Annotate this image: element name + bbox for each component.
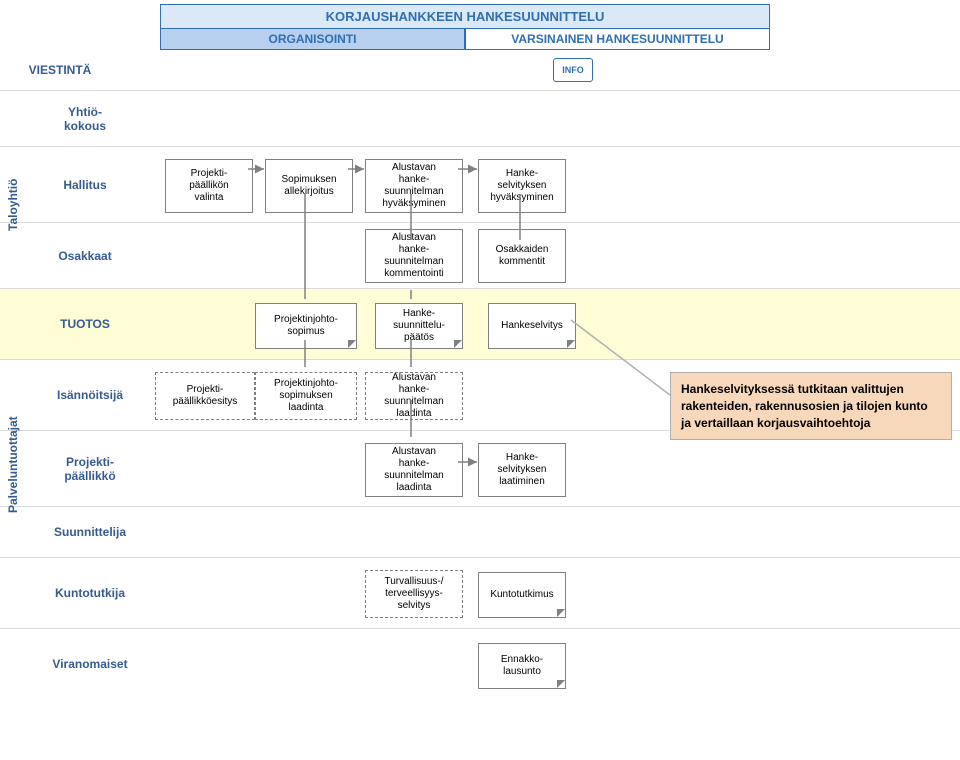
box-alustavan-hyvaksyminen: Alustavan hanke- suunnitelman hyväksymin… [365,159,463,213]
label-isannoitsija: Isännöitsijä [45,360,135,430]
box-projektipaallikon-valinta: Projekti- päällikön valinta [165,159,253,213]
lane-viestinta: VIESTINTÄ INFO [0,50,960,91]
header-sub: ORGANISOINTI VARSINAINEN HANKESUUNNITTEL… [160,29,770,50]
box-projektinjohtosopimus-laadinta: Projektinjohto- sopimuksen laadinta [255,372,357,420]
box-hankeselvitys-laatiminen: Hanke- selvityksen laatiminen [478,443,566,497]
box-projektipaallikkoesitys: Projekti- päällikköesitys [155,372,255,420]
note-hankeselvitys: Hankeselvitys [488,303,576,349]
label-viranomaiset: Viranomaiset [45,629,135,699]
header-main: KORJAUSHANKKEEN HANKESUUNNITTELU [160,4,770,29]
box-alustavan-kommentointi: Alustavan hanke- suunnitelman kommentoin… [365,229,463,283]
label-projektipaallikko: Projekti- päällikkö [45,431,135,506]
header-sub-right: VARSINAINEN HANKESUUNNITTELU [465,29,770,50]
lane-osakkaat: Osakkaat Alustavan hanke- suunnitelman k… [0,223,960,289]
label-tuotos: TUOTOS [45,289,125,359]
label-hallitus: Hallitus [45,147,125,222]
box-hankeselvitys-hyvaksyminen: Hanke- selvityksen hyväksyminen [478,159,566,213]
note-kuntotutkimus: Kuntotutkimus [478,572,566,618]
label-palveluntuottajat: Palveluntuottajat [6,380,20,550]
info-tag: INFO [553,58,593,82]
header-sub-left: ORGANISOINTI [160,29,465,50]
lane-hallitus: Hallitus Projekti- päällikön valinta Sop… [0,147,960,223]
box-alustavan-laadinta-2: Alustavan hanke- suunnitelman laadinta [365,443,463,497]
box-sopimus-allekirjoitus: Sopimuksen allekirjoitus [265,159,353,213]
lane-suunnittelija: Suunnittelija [0,507,960,558]
label-osakkaat: Osakkaat [45,223,125,288]
label-suunnittelija: Suunnittelija [45,507,135,557]
lane-yhtiokokous: Yhtiö- kokous [0,91,960,147]
box-alustavan-laadinta-1: Alustavan hanke- suunnitelman laadinta [365,372,463,420]
label-kuntotutkija: Kuntotutkija [45,558,135,628]
note-projektinjohtosopimus: Projektinjohto- sopimus [255,303,357,349]
lane-projektipaallikko: Projekti- päällikkö Alustavan hanke- suu… [0,431,960,507]
box-osakkaiden-kommentit: Osakkaiden kommentit [478,229,566,283]
label-yhtiokokous: Yhtiö- kokous [45,91,125,146]
header-block: KORJAUSHANKKEEN HANKESUUNNITTELU ORGANIS… [160,4,770,50]
callout-hankeselvitys: Hankeselvityksessä tutkitaan valittujen … [670,372,952,440]
box-turvallisuus-selvitys: Turvallisuus-/ terveellisyys- selvitys [365,570,463,618]
label-taloyhtio: Taloyhtiö [6,130,20,280]
lane-kuntotutkija: Kuntotutkija Turvallisuus-/ terveellisyy… [0,558,960,629]
lane-tuotos: TUOTOS Projektinjohto- sopimus Hanke- su… [0,289,960,360]
note-hankesuunnittelupaatos: Hanke- suunnittelu- päätös [375,303,463,349]
label-viestinta: VIESTINTÄ [0,50,120,90]
lane-viranomaiset: Viranomaiset Ennakko- lausunto [0,629,960,699]
note-ennakkolausunto: Ennakko- lausunto [478,643,566,689]
